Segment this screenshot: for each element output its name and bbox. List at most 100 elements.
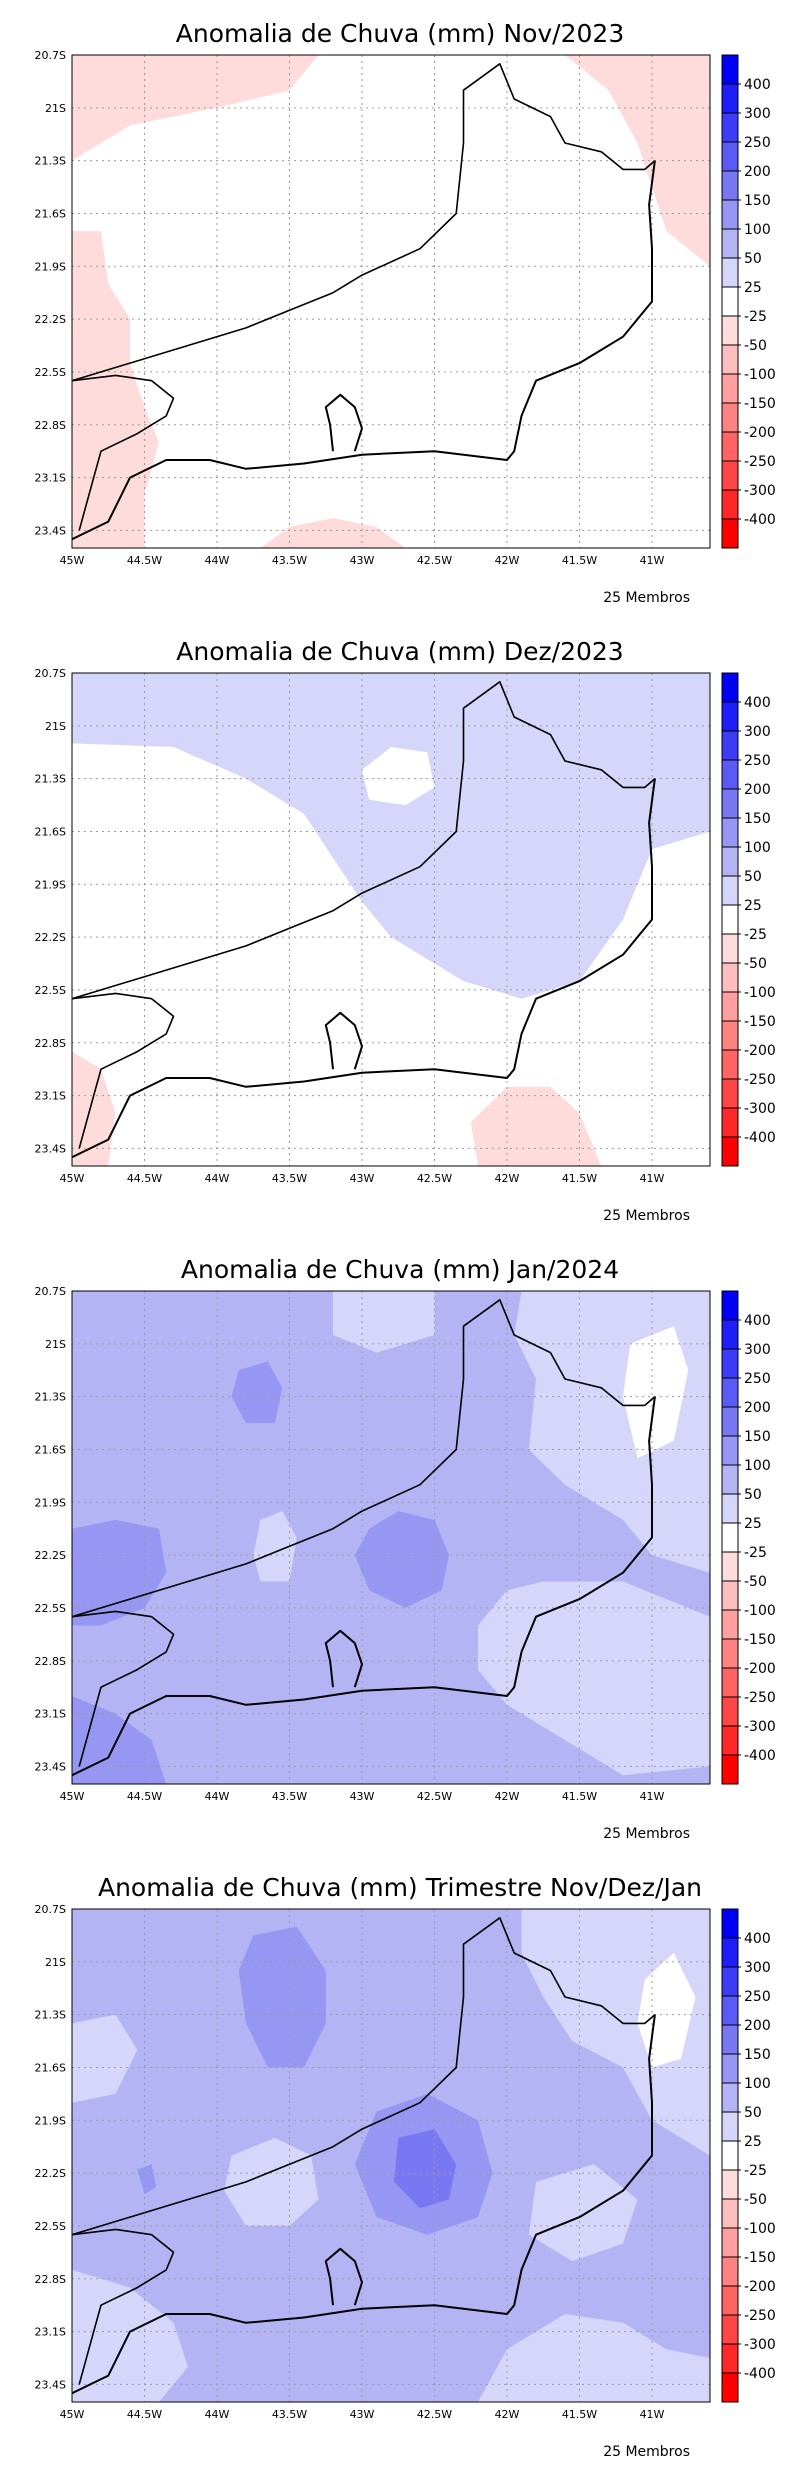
anomaly-region (393, 2129, 457, 2209)
x-tick-label: 41W (640, 1790, 665, 1803)
colorbar-swatch (722, 2054, 738, 2084)
colorbar-frame (721, 672, 739, 1167)
anomaly-region (72, 1696, 167, 1784)
anomaly-region (623, 1326, 689, 1459)
anomaly-region (72, 2269, 188, 2402)
colorbar-swatch (722, 847, 738, 877)
colorbar-swatch (722, 316, 738, 346)
contour-map: 45W 44.5W 44W 43.5W 43W 42.5W 42W 41.5W 41W 20.7S… (35, 49, 711, 567)
colorbar-swatch (722, 1050, 738, 1080)
colorbar-label: -400 (744, 1130, 776, 1146)
y-tick-label: 23.1S (35, 1090, 66, 1103)
colorbar-swatch (722, 1697, 738, 1727)
sp-border (72, 992, 175, 1149)
colorbar-swatch (722, 1639, 738, 1669)
y-tick-label: 22.2S (35, 931, 66, 944)
colorbar-legend: 400 300 250 200 150 100 50 25 -25 -50 -100 -150 -200… (721, 1290, 776, 1785)
anomaly-fill (72, 673, 710, 1166)
colorbar-label: -100 (744, 985, 776, 1001)
colorbar-label: 25 (744, 280, 762, 296)
anomaly-fill (72, 1291, 710, 1784)
y-tick-label: 21.9S (35, 878, 66, 891)
x-tick-label: 44.5W (127, 554, 162, 567)
x-tick-label: 44.5W (127, 1790, 162, 1803)
anomaly-region (253, 1511, 297, 1582)
colorbar-swatch (722, 2315, 738, 2345)
y-tick-label: 22.5S (35, 366, 66, 379)
x-tick-label: 43.5W (272, 554, 307, 567)
colorbar-label: 400 (744, 695, 771, 711)
coastline (72, 2014, 656, 2395)
colorbar-frame (721, 1290, 739, 1785)
panel-jan-2024: Anomalia de Chuva (mm) Jan/2024 45W 44.5W… (35, 1255, 776, 1842)
colorbar-swatch (722, 992, 738, 1022)
y-tick-label: 23.1S (35, 2326, 66, 2339)
x-tick-label: 41.5W (562, 2408, 597, 2421)
colorbar-swatch (722, 2199, 738, 2229)
colorbar-label: 100 (744, 2076, 771, 2092)
x-tick-label: 43W (350, 1790, 375, 1803)
colorbar-swatch (722, 963, 738, 993)
colorbar-swatch (722, 1465, 738, 1495)
x-tick-label: 43W (350, 554, 375, 567)
colorbar-label: -50 (744, 2192, 767, 2208)
colorbar-label: 200 (744, 2018, 771, 2034)
anomaly-fill (72, 1909, 710, 2402)
x-tick-label: 45W (60, 2408, 85, 2421)
state-border (72, 1298, 656, 1618)
members-footnote: 25 Membros (603, 1826, 690, 1842)
x-tick-label: 45W (60, 1172, 85, 1185)
colorbar-label: -200 (744, 2279, 776, 2295)
x-tick-label: 44W (205, 1790, 230, 1803)
y-tick-label: 23.4S (35, 524, 66, 537)
colorbar-label: -100 (744, 2221, 776, 2237)
members-footnote: 25 Membros (603, 590, 690, 606)
colorbar-swatch (722, 1349, 738, 1379)
colorbar-swatch (722, 461, 738, 491)
colorbar-label: 100 (744, 1458, 771, 1474)
colorbar-swatch (722, 142, 738, 172)
colorbar-label: 300 (744, 1960, 771, 1976)
colorbar-label: 400 (744, 77, 771, 93)
anomaly-region (72, 1519, 167, 1626)
guanabara-bay (324, 1011, 363, 1070)
x-tick-label: 41.5W (562, 1172, 597, 1185)
x-tick-label: 42.5W (417, 2408, 452, 2421)
x-tick-label: 41.5W (562, 554, 597, 567)
colorbar-label: 150 (744, 1429, 771, 1445)
colorbar-label: 150 (744, 811, 771, 827)
contour-map: 45W 44.5W 44W 43.5W 43W 42.5W 42W 41.5W 41W 20.7S… (35, 1285, 711, 1803)
anomaly-region (478, 1581, 710, 1776)
colorbar-label: 25 (744, 2134, 762, 2150)
colorbar-label: -250 (744, 1072, 776, 1088)
x-tick-label: 42.5W (417, 554, 452, 567)
colorbar-label: -25 (744, 309, 767, 325)
colorbar-label: 100 (744, 840, 771, 856)
y-tick-label: 21S (45, 1956, 66, 1969)
colorbar-swatch (722, 1291, 738, 1321)
colorbar-legend: 400 300 250 200 150 100 50 25 -25 -50 -100 -150 -200… (721, 54, 776, 549)
y-tick-label: 21.6S (35, 207, 66, 220)
colorbar-swatch (722, 1726, 738, 1756)
y-tick-label: 20.7S (35, 667, 66, 680)
x-tick-label: 44W (205, 554, 230, 567)
colorbar-label: 150 (744, 193, 771, 209)
y-tick-label: 22.8S (35, 1037, 66, 1050)
colorbar-label: -50 (744, 1574, 767, 1590)
colorbar-label: -50 (744, 338, 767, 354)
y-tick-label: 23.4S (35, 2378, 66, 2391)
panel-title: Anomalia de Chuva (mm) Trimestre Nov/Dez… (98, 1873, 702, 1902)
colorbar-label: -250 (744, 1690, 776, 1706)
colorbar-swatch (722, 84, 738, 114)
colorbar-swatch (722, 1938, 738, 1968)
map-frame (71, 54, 711, 549)
y-tick-label: 21.3S (35, 1391, 66, 1404)
anomaly-region (224, 2137, 319, 2226)
colorbar-swatch (722, 2373, 738, 2403)
guanabara-bay (324, 1629, 363, 1688)
y-tick-label: 21.9S (35, 2114, 66, 2127)
y-tick-label: 21.9S (35, 260, 66, 273)
colorbar-swatch (722, 374, 738, 404)
y-tick-label: 22.2S (35, 1549, 66, 1562)
guanabara-bay (324, 393, 363, 452)
